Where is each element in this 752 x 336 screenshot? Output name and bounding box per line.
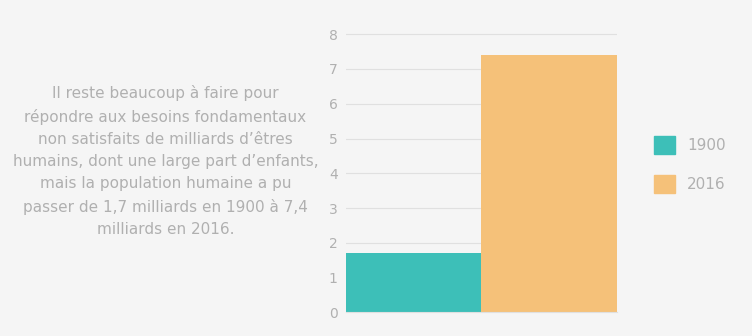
Legend: 1900, 2016: 1900, 2016 [646,129,733,201]
Bar [346,253,481,312]
Bar [481,55,617,312]
Text: Il reste beaucoup à faire pour
répondre aux besoins fondamentaux
non satisfaits : Il reste beaucoup à faire pour répondre … [13,85,318,238]
